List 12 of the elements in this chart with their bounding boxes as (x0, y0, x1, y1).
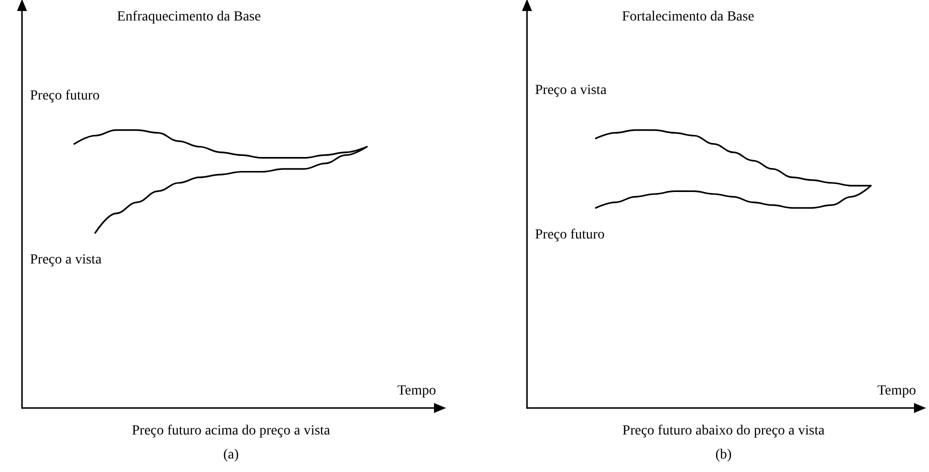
text: Preço futuro acima do preço a vista (132, 424, 331, 438)
x-axis-title: Tempo (397, 384, 436, 398)
x-axis-title: Tempo (877, 384, 916, 398)
text: (a) (223, 448, 240, 462)
series-label: Preço a vista (30, 252, 102, 268)
text: Preço futuro (30, 88, 100, 104)
text: (b) (715, 448, 732, 462)
chart-title: Enfraquecimento da Base (117, 10, 261, 24)
text: Preço a vista (535, 82, 608, 98)
series-label: Preço futuro (535, 227, 605, 242)
chart-title: Fortalecimento da Base (622, 10, 754, 24)
text: Preço futuro abaixo do preço a vista (622, 424, 826, 438)
